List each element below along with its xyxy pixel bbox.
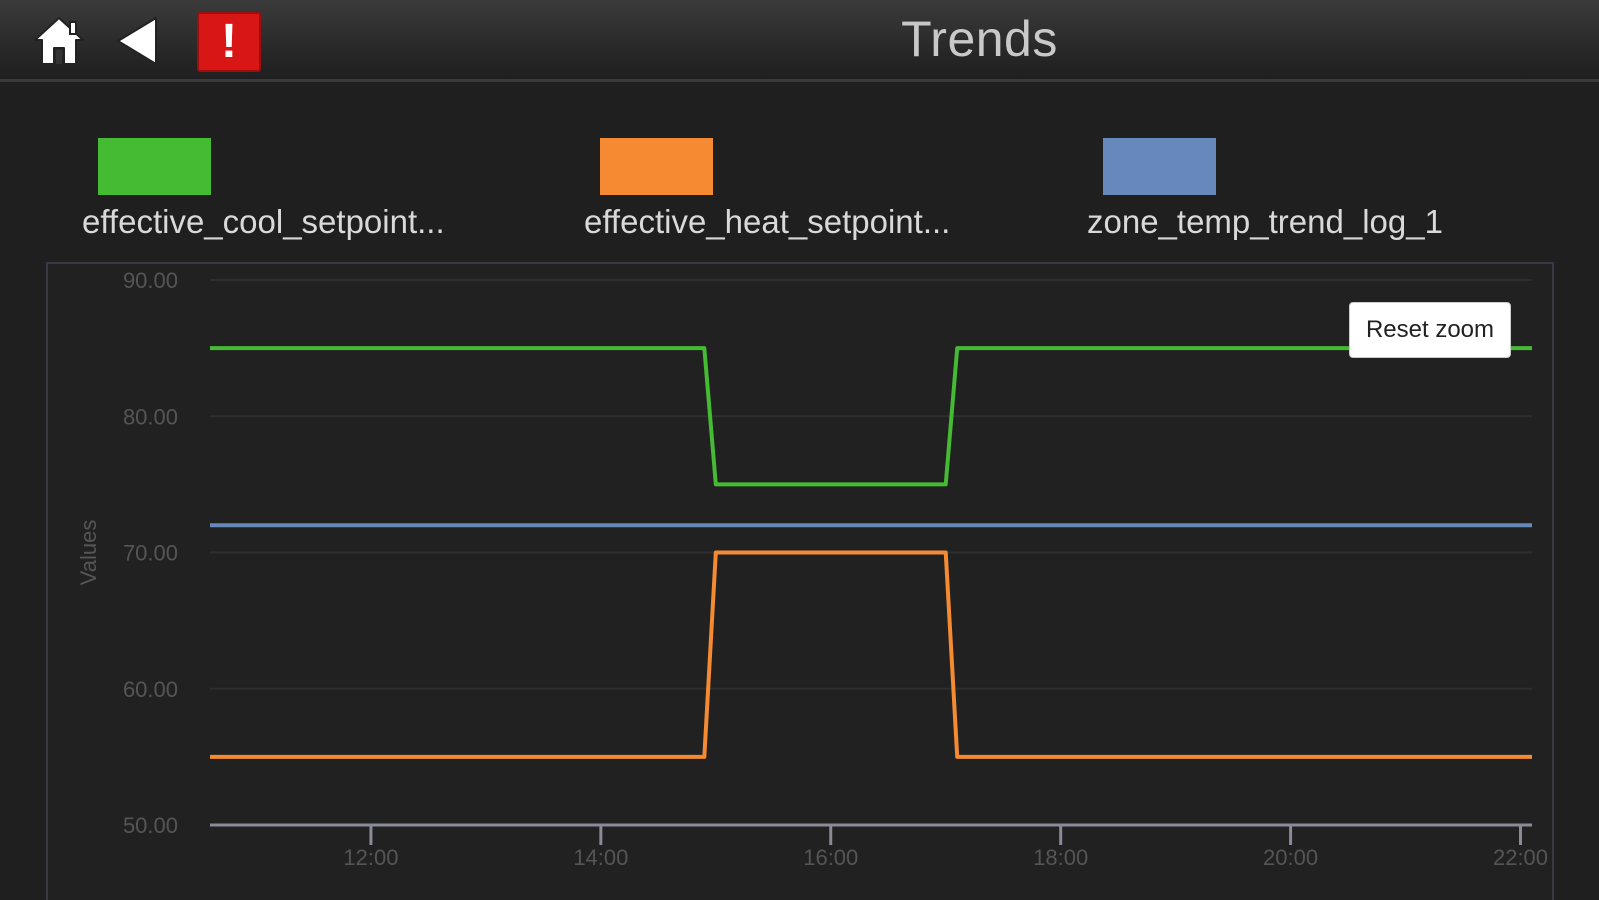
top-toolbar: ! Trends	[0, 0, 1599, 82]
x-tick-label: 18:00	[1033, 845, 1088, 870]
chart-panel[interactable]	[46, 262, 1554, 900]
y-tick-label: 80.00	[123, 404, 178, 429]
legend-item-heat-setpoint[interactable]: effective_heat_setpoint...	[584, 138, 950, 241]
legend-swatch	[98, 138, 211, 195]
chart-legend: effective_cool_setpoint... effective_hea…	[0, 138, 1599, 248]
x-tick-label: 22:00	[1493, 845, 1548, 870]
y-axis-title: Values	[76, 520, 101, 586]
home-icon	[34, 17, 84, 65]
series-line-2	[210, 550, 1532, 759]
x-tick-label: 16:00	[803, 845, 858, 870]
home-button[interactable]	[26, 10, 92, 72]
page-title: Trends	[901, 11, 1058, 67]
alarm-button[interactable]: !	[197, 12, 261, 72]
legend-swatch	[600, 138, 713, 195]
y-tick-label: 60.00	[123, 677, 178, 702]
x-tick-label: 12:00	[343, 845, 398, 870]
x-tick-label: 14:00	[573, 845, 628, 870]
y-tick-label: 70.00	[123, 541, 178, 566]
legend-label: effective_cool_setpoint...	[82, 203, 445, 240]
reset-zoom-button[interactable]: Reset zoom	[1349, 302, 1511, 358]
back-arrow-icon	[117, 17, 157, 65]
y-tick-label: 90.00	[123, 268, 178, 293]
legend-label: effective_heat_setpoint...	[584, 203, 951, 240]
legend-item-zone-temp[interactable]: zone_temp_trend_log_1	[1087, 138, 1443, 241]
legend-swatch	[1103, 138, 1216, 195]
alarm-exclamation-icon: !	[221, 15, 237, 68]
legend-item-cool-setpoint[interactable]: effective_cool_setpoint...	[82, 138, 445, 241]
y-tick-label: 50.00	[123, 813, 178, 838]
legend-label: zone_temp_trend_log_1	[1087, 203, 1443, 240]
back-button[interactable]	[104, 10, 170, 72]
series-line-1	[210, 346, 1532, 487]
x-tick-label: 20:00	[1263, 845, 1318, 870]
